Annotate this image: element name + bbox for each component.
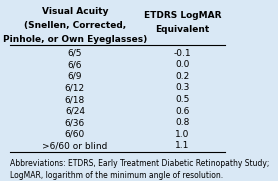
Text: 6/24: 6/24 bbox=[65, 107, 85, 116]
Text: (Snellen, Corrected,: (Snellen, Corrected, bbox=[24, 21, 126, 30]
Text: 0.5: 0.5 bbox=[175, 95, 190, 104]
Text: 0.2: 0.2 bbox=[175, 72, 190, 81]
Text: Abbreviations: ETDRS, Early Treatment Diabetic Retinopathy Study;: Abbreviations: ETDRS, Early Treatment Di… bbox=[10, 159, 269, 168]
Text: -0.1: -0.1 bbox=[174, 49, 192, 58]
Text: Pinhole, or Own Eyeglasses): Pinhole, or Own Eyeglasses) bbox=[3, 35, 147, 44]
Text: 6/60: 6/60 bbox=[65, 130, 85, 139]
Text: 6/36: 6/36 bbox=[65, 118, 85, 127]
Text: 0.0: 0.0 bbox=[175, 60, 190, 69]
Text: Equivalent: Equivalent bbox=[155, 25, 210, 34]
Text: ETDRS LogMAR: ETDRS LogMAR bbox=[144, 10, 221, 20]
Text: Visual Acuity: Visual Acuity bbox=[42, 7, 108, 16]
Text: 6/9: 6/9 bbox=[68, 72, 82, 81]
Text: 1.1: 1.1 bbox=[175, 141, 190, 150]
Text: >6/60 or blind: >6/60 or blind bbox=[42, 141, 108, 150]
Text: 0.3: 0.3 bbox=[175, 83, 190, 92]
Text: 6/6: 6/6 bbox=[68, 60, 82, 69]
Text: 0.6: 0.6 bbox=[175, 107, 190, 116]
Text: 1.0: 1.0 bbox=[175, 130, 190, 139]
Text: 6/18: 6/18 bbox=[65, 95, 85, 104]
Text: LogMAR, logarithm of the minimum angle of resolution.: LogMAR, logarithm of the minimum angle o… bbox=[10, 171, 223, 180]
Text: 0.8: 0.8 bbox=[175, 118, 190, 127]
Text: 6/5: 6/5 bbox=[68, 49, 82, 58]
Text: 6/12: 6/12 bbox=[65, 83, 85, 92]
